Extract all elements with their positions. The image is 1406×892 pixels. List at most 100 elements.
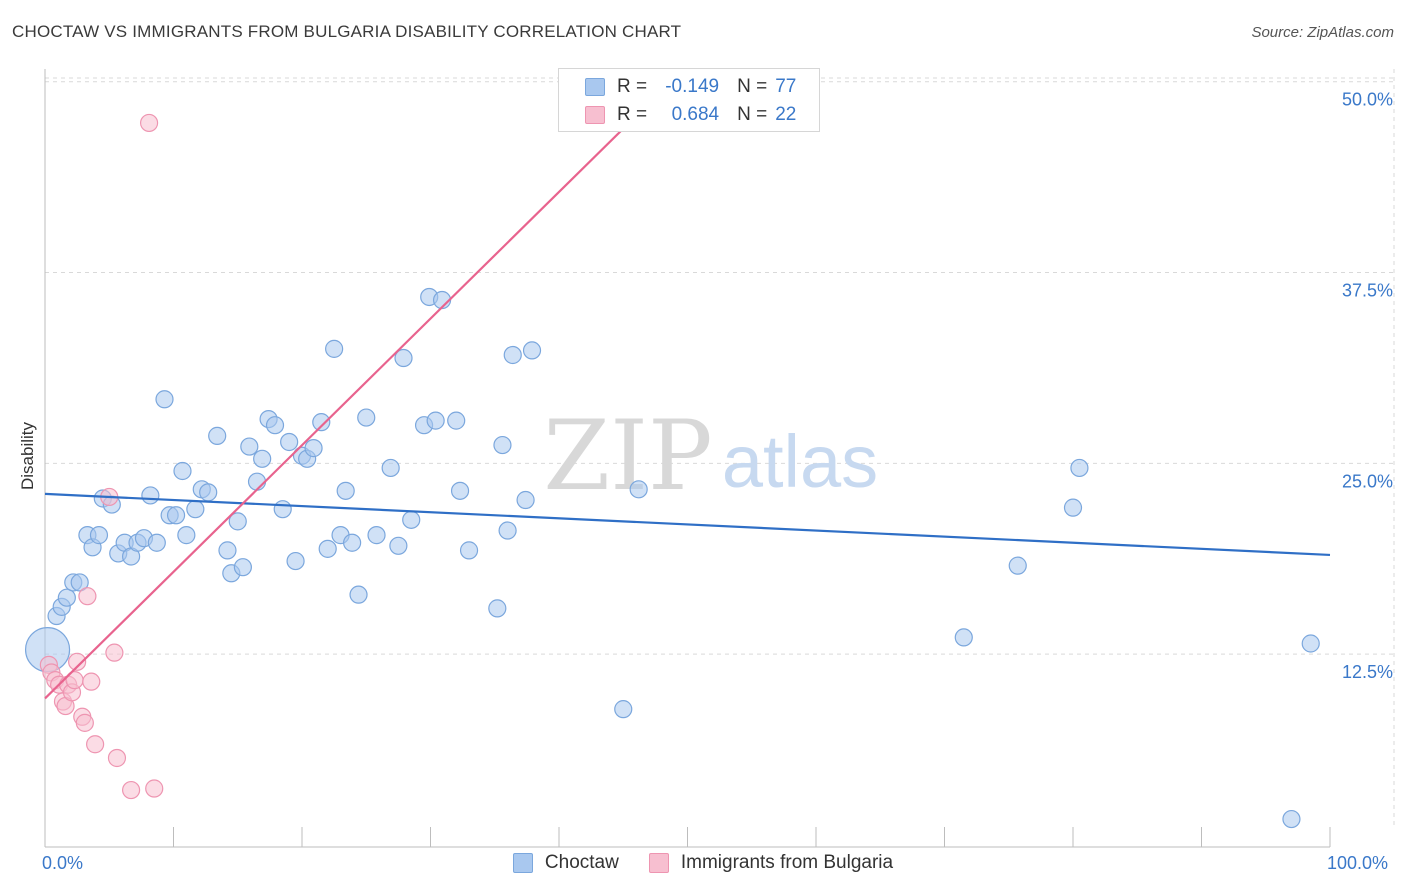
legend-r-value: -0.149: [665, 76, 720, 97]
bulgaria-point: [145, 779, 164, 798]
choctaw-point: [208, 426, 227, 445]
watermark-atlas: atlas: [722, 420, 878, 503]
points-layer: [24, 113, 1320, 829]
choctaw-trend-line: [44, 492, 1331, 557]
choctaw-point: [426, 411, 445, 430]
choctaw-point: [357, 408, 376, 427]
legend-swatch-blue: [512, 853, 533, 873]
chart-source: Source: ZipAtlas.com: [1251, 24, 1394, 41]
choctaw-point: [389, 536, 408, 555]
legend-r-label: R =: [617, 76, 648, 97]
legend-row-bulgaria: R = 0.684 N = 22: [585, 104, 796, 126]
choctaw-point: [280, 432, 299, 452]
choctaw-point: [1301, 634, 1320, 653]
choctaw-point: [141, 486, 160, 505]
choctaw-point: [218, 541, 237, 560]
choctaw-point: [402, 510, 421, 529]
choctaw-point: [503, 345, 522, 365]
choctaw-point: [199, 483, 218, 502]
choctaw-point: [459, 541, 479, 560]
choctaw-point: [147, 533, 166, 552]
choctaw-point: [498, 521, 517, 540]
choctaw-point: [522, 341, 542, 360]
watermark: ZIP atlas: [543, 400, 878, 512]
x-tick-label-left: 0.0%: [42, 853, 84, 873]
choctaw-point: [166, 506, 186, 525]
choctaw-point: [228, 512, 247, 531]
y-axis-title: Disability: [18, 421, 37, 491]
choctaw-point: [1063, 498, 1083, 517]
choctaw-point: [247, 472, 267, 491]
choctaw-point: [312, 413, 331, 432]
choctaw-point: [57, 588, 76, 607]
choctaw-point: [614, 700, 633, 719]
trend-layer: [44, 96, 1331, 700]
choctaw-point: [367, 526, 386, 545]
choctaw-point: [336, 481, 355, 500]
legend-n-value: 22: [775, 104, 797, 125]
choctaw-point: [1070, 458, 1089, 478]
bulgaria-point: [86, 735, 105, 754]
legend-swatch-pink: [585, 106, 605, 124]
legend-row-choctaw: R = -0.149 N = 77: [585, 76, 796, 98]
legend-n-label: N =: [737, 104, 768, 125]
series-legend: Choctaw Immigrants from Bulgaria: [0, 852, 1406, 874]
choctaw-point: [447, 411, 466, 430]
choctaw-point: [325, 339, 344, 358]
choctaw-point: [273, 500, 292, 519]
choctaw-point: [394, 348, 413, 368]
choctaw-point: [89, 526, 109, 545]
y-tick-label: 50.0%: [1342, 90, 1393, 110]
choctaw-point: [629, 480, 648, 499]
choctaw-point: [381, 458, 400, 478]
choctaw-point: [265, 416, 285, 435]
legend-r-value: 0.684: [671, 104, 720, 125]
bulgaria-trend-line: [44, 96, 657, 700]
y-tick-label: 25.0%: [1342, 471, 1393, 491]
choctaw-point: [954, 628, 973, 647]
legend-item-choctaw: Choctaw: [512, 852, 619, 874]
choctaw-point: [1282, 809, 1301, 829]
legend-label-choctaw: Choctaw: [544, 852, 619, 873]
y-tick-label: 12.5%: [1342, 662, 1393, 682]
choctaw-point: [450, 481, 470, 500]
choctaw-point: [155, 390, 174, 409]
legend-item-bulgaria: Immigrants from Bulgaria: [648, 852, 894, 874]
legend-swatch-blue: [585, 78, 605, 96]
legend-n-value: 77: [775, 76, 797, 97]
y-tick-labels: 12.5% 25.0% 37.5% 50.0%: [1342, 90, 1393, 682]
legend-swatch-pink: [648, 853, 669, 873]
choctaw-point: [343, 533, 362, 552]
choctaw-point: [233, 558, 252, 577]
chart-title: CHOCTAW VS IMMIGRANTS FROM BULGARIA DISA…: [12, 22, 682, 41]
bulgaria-point: [82, 672, 101, 691]
legend-n-label: N =: [737, 76, 768, 97]
bulgaria-point: [121, 780, 141, 800]
bulgaria-point: [75, 713, 94, 732]
choctaw-point: [349, 585, 368, 604]
choctaw-point: [1008, 556, 1027, 575]
bulgaria-point: [78, 587, 97, 606]
watermark-zip: ZIP: [543, 400, 712, 512]
choctaw-point: [318, 539, 337, 558]
y-tick-label: 37.5%: [1342, 281, 1393, 301]
choctaw-point: [488, 599, 507, 618]
choctaw-point: [186, 500, 205, 519]
x-tick-label-right: 100.0%: [1327, 853, 1389, 873]
bulgaria-point: [68, 652, 87, 671]
choctaw-point: [173, 461, 192, 481]
choctaw-point: [70, 573, 89, 592]
bulgaria-point: [105, 643, 124, 662]
choctaw-point: [493, 435, 512, 455]
choctaw-point: [516, 490, 535, 510]
choctaw-point: [304, 439, 323, 458]
legend-label-bulgaria: Immigrants from Bulgaria: [680, 852, 894, 873]
legend-r-label: R =: [617, 104, 648, 125]
bulgaria-point: [107, 748, 127, 768]
stats-legend: R = -0.149 N = 77 R = 0.684 N = 22: [558, 68, 820, 132]
axis-layer: [44, 69, 1331, 848]
choctaw-point: [286, 551, 305, 571]
bulgaria-point: [139, 113, 159, 133]
choctaw-point: [177, 526, 196, 545]
